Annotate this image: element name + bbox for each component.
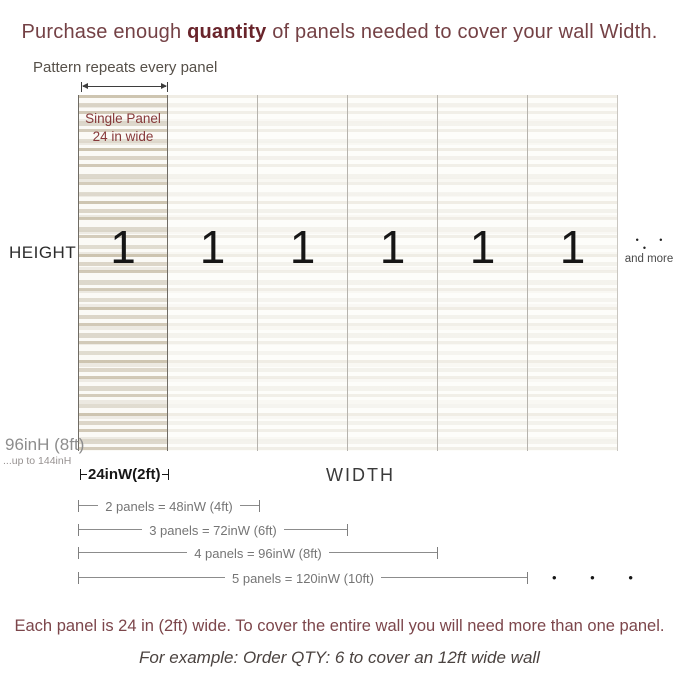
more-rows-ellipsis: • • • bbox=[552, 570, 648, 585]
measure-row-5-panels: 5 panels = 120inW (10ft) bbox=[78, 570, 528, 586]
measure-row-4-panels: 4 panels = 96inW (8ft) bbox=[78, 545, 438, 561]
and-more-label: and more bbox=[624, 253, 674, 265]
dim-seg-left bbox=[81, 473, 87, 475]
arrow-end-bar-right bbox=[167, 82, 168, 92]
width-axis-label: WIDTH bbox=[326, 465, 395, 485]
title-prefix: Purchase enough bbox=[21, 21, 188, 43]
arrow-line bbox=[83, 86, 166, 87]
stripe-pattern bbox=[258, 95, 347, 451]
panel-number: 1 bbox=[110, 221, 136, 273]
panel-height-note: ...up to 144inH bbox=[3, 455, 72, 467]
measure-label: 2 panels = 48inW (4ft) bbox=[98, 498, 240, 514]
panel-6: 1 bbox=[528, 95, 618, 451]
single-panel-label: Single Panel 24 in wide bbox=[79, 110, 167, 145]
stripe-pattern bbox=[348, 95, 437, 451]
measure-label: 3 panels = 72inW (6ft) bbox=[142, 522, 284, 538]
measure-label: 4 panels = 96inW (8ft) bbox=[187, 545, 329, 561]
panel-2: 1 bbox=[168, 95, 258, 451]
arrow-head-right-icon bbox=[161, 83, 167, 89]
panel-number: 1 bbox=[379, 221, 406, 273]
panel-number: 1 bbox=[289, 221, 316, 273]
page-title: Purchase enough quantity of panels neede… bbox=[0, 21, 679, 44]
stripe-pattern bbox=[79, 95, 167, 451]
dim-seg-right bbox=[161, 473, 168, 475]
dim-tick-left bbox=[80, 468, 81, 480]
measure-label: 5 panels = 120inW (10ft) bbox=[225, 570, 381, 586]
panel-number: 1 bbox=[199, 221, 226, 273]
arrow-end-bar-left bbox=[81, 82, 82, 92]
panel-number: 1 bbox=[559, 221, 586, 273]
panel-strip: Single Panel 24 in wide 1 1 1 1 1 1 bbox=[78, 95, 618, 451]
panel-number: 1 bbox=[469, 221, 496, 273]
stripe-pattern bbox=[168, 95, 257, 451]
panel-4: 1 bbox=[348, 95, 438, 451]
footer-note-line2: For example: Order QTY: 6 to cover an 12… bbox=[139, 648, 540, 667]
stripe-pattern bbox=[438, 95, 527, 451]
title-suffix: of panels needed to cover your wall Widt… bbox=[266, 21, 658, 43]
dim-tick-right bbox=[167, 468, 169, 480]
ellipsis-dots: • • • bbox=[635, 235, 672, 253]
title-emphasis: quantity bbox=[187, 21, 267, 43]
panel-width-dimension: 24inW(2ft) bbox=[80, 465, 169, 483]
height-axis-label: HEIGHT bbox=[9, 243, 77, 262]
panel-5: 1 bbox=[438, 95, 528, 451]
panel-height-value: 96inH (8ft) bbox=[5, 435, 85, 454]
and-more-indicator: • • • and more bbox=[620, 235, 678, 266]
measure-row-2-panels: 2 panels = 48inW (4ft) bbox=[78, 498, 260, 514]
panel-3: 1 bbox=[258, 95, 348, 451]
measure-row-3-panels: 3 panels = 72inW (6ft) bbox=[78, 522, 348, 538]
single-panel-line1: Single Panel bbox=[85, 111, 161, 126]
repeat-dimension-arrow-icon bbox=[81, 82, 168, 92]
footer-note-line1: Each panel is 24 in (2ft) wide. To cover… bbox=[14, 617, 665, 635]
pattern-repeat-note: Pattern repeats every panel bbox=[33, 59, 218, 76]
stripe-pattern bbox=[528, 95, 617, 451]
panel-width-value: 24inW(2ft) bbox=[88, 465, 161, 483]
single-panel-line2: 24 in wide bbox=[92, 128, 154, 144]
panel-1: Single Panel 24 in wide 1 bbox=[78, 95, 168, 451]
